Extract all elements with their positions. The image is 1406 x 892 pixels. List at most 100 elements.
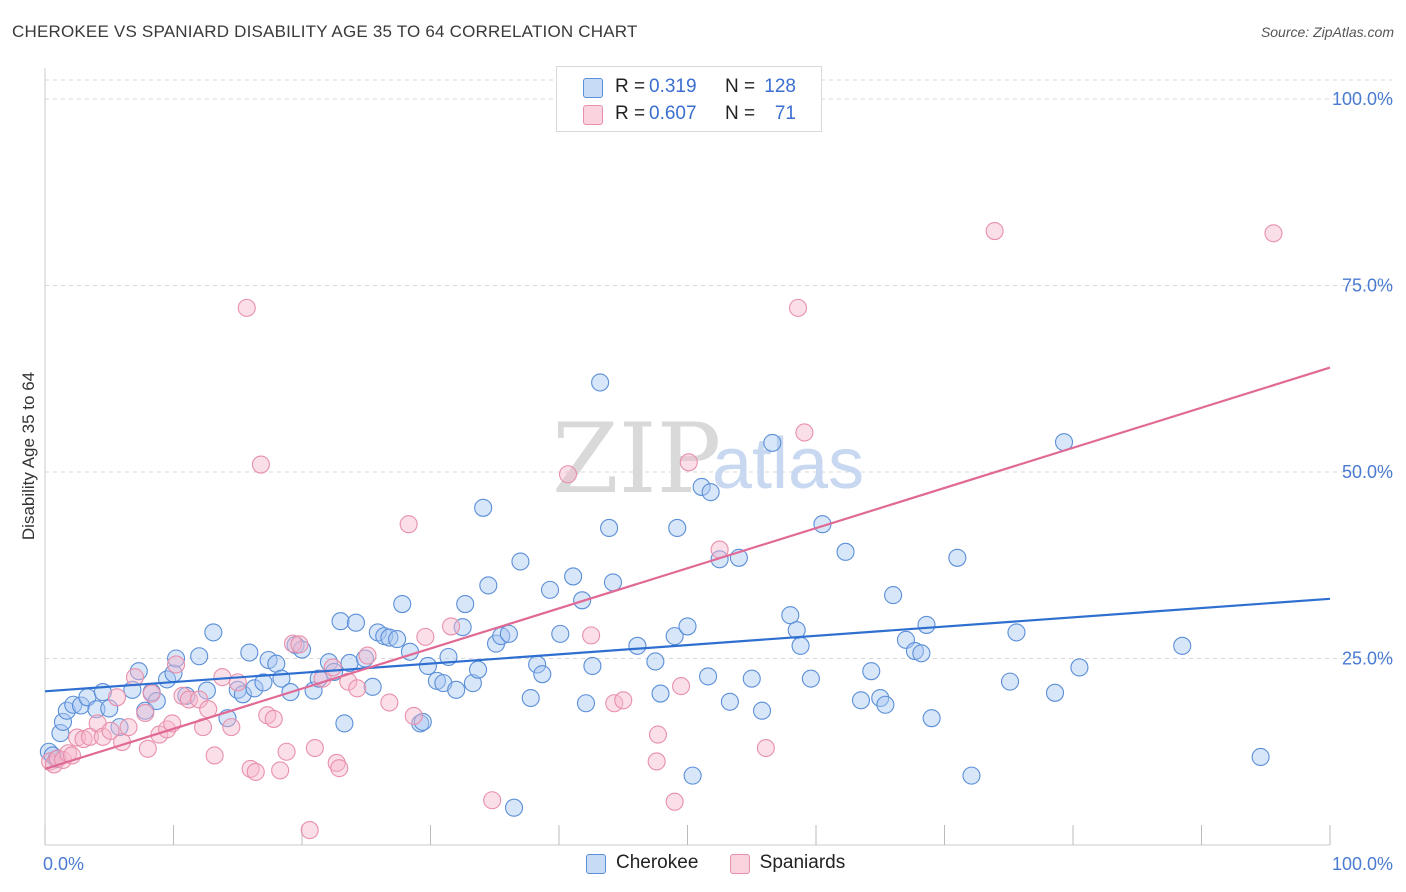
spaniard-point (190, 690, 209, 709)
spaniard-point (756, 738, 775, 758)
cherokee-point (1045, 683, 1065, 702)
cherokee-point (962, 766, 981, 785)
spaniard-point (283, 634, 303, 653)
legend-item-cherokee[interactable]: Cherokee (586, 852, 698, 874)
cherokee-point (413, 712, 432, 731)
cherokee-point (521, 688, 540, 708)
cherokee-point (884, 586, 903, 605)
x-tick-label: 0.0% (43, 854, 84, 874)
spaniard-point (985, 221, 1004, 241)
spaniard-point (290, 635, 309, 654)
watermark-zip: ZIP (552, 403, 721, 515)
legend-row-spaniards: R = 0.607 N = 71 (557, 100, 821, 128)
cherokee-point (240, 643, 259, 662)
cherokee-point (720, 692, 739, 711)
spaniard-point (399, 515, 418, 534)
cherokee-point (862, 662, 881, 681)
cherokee-point (851, 691, 871, 710)
cherokee-point (603, 573, 623, 592)
spaniard-point (679, 453, 698, 472)
spaniard-point (648, 725, 667, 744)
cherokee-point (504, 798, 524, 817)
cherokee-point (551, 624, 570, 643)
watermark: ZIP atlas (552, 403, 864, 515)
spaniard-point (614, 691, 633, 710)
spaniard-point (1264, 224, 1283, 243)
y-tick-label: 100.0% (1332, 89, 1393, 109)
cherokee-point (51, 724, 70, 743)
spaniard-point (300, 821, 319, 840)
cherokee-point (463, 674, 482, 693)
spaniard-point (305, 738, 324, 758)
spaniard-point (251, 455, 270, 474)
cherokee-point (651, 684, 670, 703)
spaniard-point (404, 706, 423, 725)
spaniard-point (241, 759, 260, 778)
cherokee-point (876, 695, 895, 714)
spaniard-point (558, 465, 578, 484)
cherokee-point (591, 373, 610, 392)
cherokee-point (64, 695, 83, 714)
spaniard-point (672, 677, 691, 696)
spaniard-point (380, 693, 399, 712)
spaniard-point (205, 746, 224, 765)
spaniard-point (125, 668, 144, 687)
cherokee-point (87, 700, 106, 719)
x-tick-labels: 0.0% 100.0% (43, 854, 1393, 874)
spaniard-point (582, 626, 601, 645)
y-tick-labels: 25.0% 50.0% 75.0% 100.0% (1332, 89, 1393, 669)
cherokee-point (628, 636, 647, 655)
spaniard-point (416, 627, 435, 646)
cherokee-point (836, 542, 855, 561)
cherokee-point (576, 694, 596, 713)
cherokee-point (540, 580, 560, 599)
spaniard-point (665, 792, 684, 811)
legend-row-cherokee: R = 0.319 N = 128 (557, 73, 821, 101)
spaniard-point (179, 690, 198, 709)
cherokee-point (701, 483, 720, 502)
cherokee-point (1000, 672, 1020, 691)
spaniard-point (142, 684, 161, 703)
spaniard-point (442, 617, 461, 636)
y-tick-label: 75.0% (1342, 276, 1393, 296)
cherokee-point (468, 660, 488, 679)
spaniard-point (101, 721, 120, 740)
cherokee-point (683, 766, 702, 785)
cherokee-point (393, 594, 412, 614)
legend-n-label: N = (725, 76, 756, 97)
chart-title: CHEROKEE VS SPANIARD DISABILITY AGE 35 T… (12, 22, 638, 41)
spaniard-point (330, 759, 349, 778)
spaniard-point (323, 658, 342, 677)
legend-item-spaniards[interactable]: Spaniards (729, 852, 845, 874)
cherokee-point (233, 685, 252, 704)
spaniard-trend-line (44, 366, 1331, 770)
legend-label-cherokee: Cherokee (616, 852, 699, 873)
correlation-legend: R = 0.319 N = 128 R = 0.607 N = 71 (556, 66, 822, 132)
spaniard-point (80, 727, 100, 746)
spaniard-point (788, 298, 808, 317)
legend-swatch-cherokee (586, 854, 606, 874)
cherokee-point (331, 612, 350, 631)
cherokee-point (801, 669, 820, 688)
grid-lines (45, 79, 1392, 659)
spaniard-point (246, 762, 265, 781)
cherokee-point (1173, 636, 1192, 655)
legend-n-value: 128 (764, 76, 796, 97)
legend-n-value: 71 (774, 103, 796, 124)
series-legend: Cherokee Spaniards (586, 852, 871, 874)
spaniard-point (167, 655, 186, 674)
cherokee-point (742, 669, 761, 688)
y-tick-label: 50.0% (1342, 462, 1393, 482)
cherokee-point (380, 628, 399, 647)
legend-r-label: R = (615, 76, 646, 97)
cherokee-trend-line (44, 597, 1331, 693)
legend-swatch-cherokee (583, 78, 603, 98)
cherokee-point (479, 576, 498, 595)
spaniard-point (271, 761, 290, 780)
cherokee-point (292, 640, 312, 659)
y-axis-label: Disability Age 35 to 64 (19, 372, 38, 540)
spaniard-point (483, 791, 502, 810)
cherokee-point (1251, 747, 1270, 767)
cherokee-point (781, 606, 800, 625)
cherokee-point (692, 477, 711, 496)
